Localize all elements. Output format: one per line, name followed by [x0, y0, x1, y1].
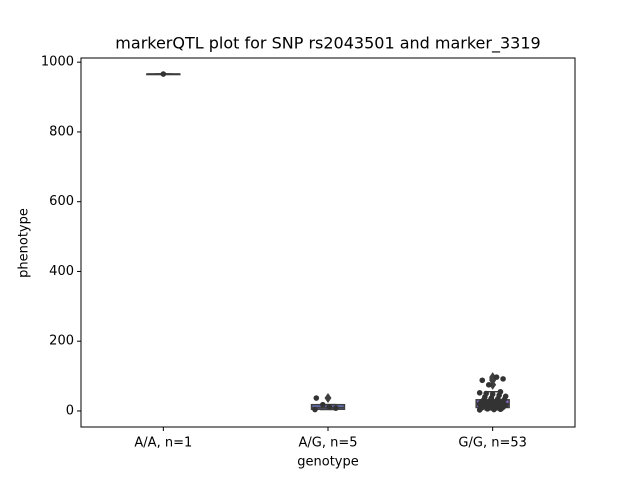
y-tick-label: 600: [49, 194, 74, 209]
point: [320, 401, 326, 408]
point: [498, 403, 505, 409]
point: [489, 391, 496, 398]
point: [476, 390, 483, 396]
point: [493, 374, 500, 380]
plot-frame: [80, 57, 576, 428]
x-axis-label: genotype: [297, 455, 358, 470]
point: [485, 381, 492, 388]
chart-title: markerQTL plot for SNP rs2043501 and mar…: [115, 34, 540, 54]
point: [313, 395, 320, 401]
x-tick-label: A/A, n=1: [134, 436, 192, 451]
point: [483, 390, 489, 397]
point: [333, 405, 339, 411]
x-tick-label: G/G, n=53: [458, 436, 526, 451]
flier: [489, 372, 497, 383]
y-tick-label: 400: [49, 264, 74, 279]
point: [491, 406, 497, 413]
point: [484, 406, 491, 412]
point: [502, 393, 509, 400]
x-tick-label: A/G, n=5: [298, 436, 357, 451]
point: [160, 71, 167, 77]
point: [492, 400, 499, 407]
point: [478, 405, 484, 411]
point: [479, 377, 486, 384]
flier: [324, 393, 332, 404]
point: [312, 406, 318, 413]
point: [326, 403, 333, 410]
y-tick-label: 0: [66, 403, 74, 418]
y-axis-label: phenotype: [17, 208, 32, 278]
y-tick-label: 800: [49, 124, 74, 139]
y-tick-label: 200: [49, 334, 74, 349]
point: [500, 376, 506, 382]
point: [497, 388, 504, 395]
y-tick-label: 1000: [41, 55, 74, 70]
